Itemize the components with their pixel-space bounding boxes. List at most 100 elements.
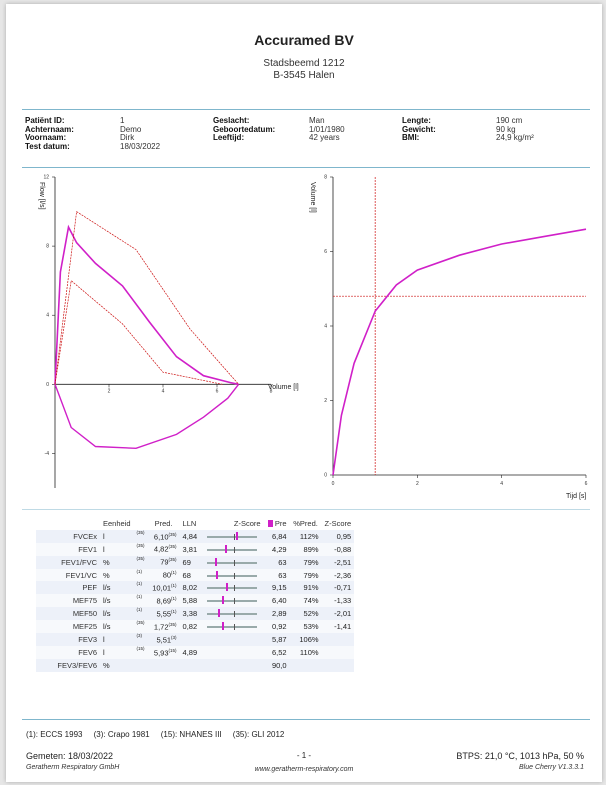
- pred-value: 5,93: [153, 648, 169, 658]
- pred-ref: (35): [168, 544, 177, 550]
- param-pctpred: 52%: [289, 607, 322, 621]
- param-pctpred: 79%: [289, 555, 322, 569]
- pred-value: 1,72: [153, 622, 169, 632]
- fv-ytick-label: 12: [43, 175, 49, 181]
- zscore-marker: [217, 609, 220, 618]
- pred-value: 8,69: [156, 596, 172, 606]
- chart-divider: [22, 509, 590, 510]
- fv-ytick-label: -4: [45, 451, 50, 457]
- vt-xlabel: Tijd [s]: [566, 493, 586, 500]
- param-pre: 2,89: [263, 607, 290, 621]
- param-zscore: -2,36: [321, 568, 355, 582]
- zscore-lln-marker: [233, 598, 235, 605]
- param-pre: 6,52: [263, 645, 290, 659]
- param-pre: 6,84: [263, 529, 290, 543]
- pred-value: 5,51: [156, 635, 172, 645]
- param-name: PEF: [36, 581, 100, 595]
- patient-labels-col1: Patiënt ID: Achternaam: Voornaam: Test d…: [25, 116, 74, 151]
- sex: Man: [309, 116, 325, 125]
- table-row: FEV1 l (35) 4,82(35) 3,81 4,29 89% -0,88: [36, 542, 355, 556]
- param-zscore: -1,33: [321, 594, 355, 608]
- param-pctpred: 74%: [289, 594, 322, 608]
- page-number: - 1 -: [296, 751, 312, 760]
- results-table: Eenheid Pred. LLN Z-Score Pre %Pred. Z-S…: [36, 517, 355, 672]
- patient-id: 1: [120, 116, 125, 125]
- param-zscore: -2,01: [321, 607, 355, 621]
- param-name: MEF75: [36, 594, 100, 608]
- pred-value: 80: [162, 570, 172, 580]
- pred-ref: (1): [171, 570, 177, 576]
- fv-predicted-lower: [54, 280, 223, 385]
- patient-values-col1: 1 Demo Dirk 18/03/2022: [120, 116, 160, 151]
- param-source: (1): [133, 594, 148, 608]
- ref-15: (15): NHANES III: [160, 730, 222, 739]
- zscore-marker: [236, 531, 239, 540]
- param-unit: l/s: [100, 620, 134, 634]
- weight-label: Gewicht:: [402, 124, 436, 134]
- bmi-label: BMI:: [402, 133, 420, 142]
- param-lln: 0,82: [179, 620, 204, 634]
- table-row: MEF50 l/s (1) 5,55(1) 3,38 2,89 52% -2,01: [36, 607, 355, 621]
- zscore-bar: [203, 633, 264, 646]
- zscore-marker: [215, 570, 218, 579]
- footer-divider: [22, 719, 590, 720]
- age: 42 years: [309, 133, 340, 142]
- measured-date: Gemeten: 18/03/2022: [26, 751, 114, 761]
- firstname: Dirk: [120, 133, 135, 142]
- zscore-track: [206, 600, 257, 603]
- zscore-bar: [203, 607, 264, 621]
- param-source: (1): [133, 581, 148, 595]
- zscore-bar: [203, 568, 264, 582]
- fv-xtick-label: 2: [108, 388, 111, 394]
- lastname: Demo: [120, 124, 142, 134]
- zscore-marker: [221, 622, 224, 631]
- param-pctpred: 91%: [289, 581, 322, 595]
- param-pctpred: 106%: [289, 633, 322, 646]
- zscore-track: [206, 548, 257, 551]
- param-lln: 4,89: [179, 645, 204, 659]
- zscore-track: [206, 587, 257, 590]
- fv-xlabel: Volume [l]: [268, 384, 299, 391]
- table-row: FEV1/FVC% (35) 79(35) 69 63 79% -2,51: [36, 555, 355, 569]
- param-zscore: 0,95: [321, 529, 355, 543]
- zscore-lln-marker: [233, 624, 235, 631]
- param-zscore: -0,71: [321, 581, 355, 595]
- param-unit: l: [100, 633, 134, 646]
- pred-value: 4,82: [153, 544, 169, 554]
- param-source: (1): [133, 607, 148, 621]
- fv-ylabel: Flow [l/s]: [38, 182, 45, 210]
- param-unit: l/s: [100, 581, 134, 595]
- footer-company: Geratherm Respiratory GmbH: [26, 764, 120, 771]
- zscore-marker: [214, 557, 217, 566]
- zscore-track: [206, 626, 257, 629]
- col-pre: Pre: [264, 517, 290, 530]
- param-zscore: -0,88: [321, 542, 355, 556]
- lastname-label: Achternaam:: [25, 124, 74, 134]
- param-lln: 69: [179, 555, 204, 569]
- col-pctpred: %Pred.: [293, 518, 318, 528]
- param-pre: 6,40: [263, 594, 290, 608]
- pred-ref: (1): [171, 596, 177, 602]
- height: 190 cm: [496, 116, 523, 125]
- address-line-1: Stadsbeemd 1212: [263, 58, 345, 69]
- param-unit: %: [100, 555, 134, 569]
- param-unit: l: [100, 542, 134, 556]
- col-unit: Eenheid: [103, 518, 131, 528]
- zscore-bar: [203, 645, 264, 659]
- report-page: Accuramed BV Stadsbeemd 1212 B-3545 Hale…: [6, 4, 602, 782]
- param-source: (35): [133, 555, 148, 569]
- param-name: FVCEx: [36, 529, 100, 543]
- param-source: (35): [133, 542, 148, 556]
- pred-ref: (15): [168, 647, 177, 653]
- birth: 1/01/1980: [309, 124, 345, 134]
- vt-ytick-label: 6: [324, 249, 327, 255]
- param-unit: %: [100, 658, 134, 672]
- patient-labels-col3: Lengte: Gewicht: BMI:: [402, 116, 436, 143]
- param-pre: 0,92: [263, 620, 290, 634]
- param-lln: 3,38: [179, 607, 204, 621]
- param-lln: 8,02: [179, 581, 204, 595]
- pred-value: 10,01: [152, 583, 172, 593]
- zscore-bar: [203, 658, 264, 672]
- btps-info: BTPS: 21,0 °C, 1013 hPa, 50 %: [456, 751, 584, 761]
- volume-time-chart: 8 6 4 2 00 2 4 6 Volume [l] Tijd [s]: [309, 175, 588, 501]
